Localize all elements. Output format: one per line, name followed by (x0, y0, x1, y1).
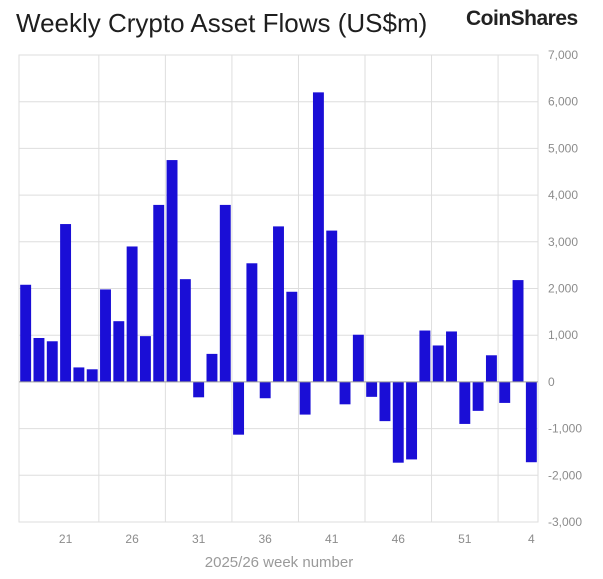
bar-week-37 (273, 226, 284, 382)
bar-week-19 (33, 338, 45, 382)
bar-week-26 (126, 246, 138, 382)
bar-week-24 (100, 289, 111, 382)
bar-week-29 (166, 160, 178, 382)
bar-week-44 (366, 381, 378, 397)
bar-week-39 (299, 381, 311, 415)
bar-week-30 (179, 279, 191, 382)
bar-week-40 (312, 92, 324, 382)
bar-week-56 (525, 381, 537, 463)
bar-week-33 (219, 204, 231, 382)
bar-week-21 (60, 224, 72, 382)
xtick-label: 51 (458, 532, 472, 546)
chart-title: Weekly Crypto Asset Flows (US$m) (16, 8, 428, 38)
bar-week-49 (432, 345, 444, 382)
bar-week-20 (46, 341, 58, 382)
bar-week-25 (113, 321, 125, 382)
bar-week-50 (446, 331, 457, 382)
xtick-label: 46 (392, 532, 406, 546)
bar-week-34 (233, 381, 245, 435)
ytick-label: 3,000 (548, 235, 578, 249)
ytick-label: 6,000 (548, 95, 578, 109)
bar-week-28 (153, 204, 165, 382)
bar-week-52 (472, 381, 484, 411)
bar-week-18 (20, 284, 32, 382)
ytick-label: -2,000 (548, 468, 582, 482)
bar-week-42 (339, 381, 351, 405)
plot-frame (18, 54, 539, 523)
bar-week-32 (206, 353, 218, 382)
ytick-label: 2,000 (548, 282, 578, 296)
bar-week-31 (193, 381, 205, 398)
xtick-label: 4 (528, 532, 535, 546)
bar-week-54 (499, 381, 511, 403)
bar-week-43 (352, 334, 364, 382)
xtick-label: 26 (125, 532, 139, 546)
bar-week-22 (73, 367, 85, 382)
bar-week-53 (485, 355, 497, 382)
ytick-label: 5,000 (548, 141, 578, 155)
xtick-label: 36 (259, 532, 273, 546)
xtick-label: 41 (325, 532, 339, 546)
xtick-label: 31 (192, 532, 206, 546)
bar-week-36 (259, 381, 271, 399)
ytick-label: 0 (548, 375, 555, 389)
brand-logo: CoinShares (466, 7, 578, 30)
bar-week-51 (459, 381, 471, 424)
xtick-label: 21 (59, 532, 73, 546)
bar-week-48 (419, 330, 431, 382)
bar-week-46 (392, 381, 404, 463)
bar-week-45 (379, 381, 391, 422)
bar-week-47 (406, 381, 418, 460)
ytick-label: 1,000 (548, 328, 578, 342)
x-axis-label: 2025/26 week number (205, 554, 353, 571)
ytick-label: 4,000 (548, 188, 578, 202)
bar-week-27 (139, 336, 151, 382)
bar-week-23 (86, 369, 98, 382)
bar-week-55 (512, 280, 524, 382)
ytick-label: -3,000 (548, 515, 582, 529)
ytick-label: -1,000 (548, 422, 582, 436)
bar-week-41 (326, 230, 338, 382)
ytick-label: 7,000 (548, 48, 578, 62)
bar-week-38 (286, 291, 298, 382)
bar-week-35 (246, 263, 258, 382)
